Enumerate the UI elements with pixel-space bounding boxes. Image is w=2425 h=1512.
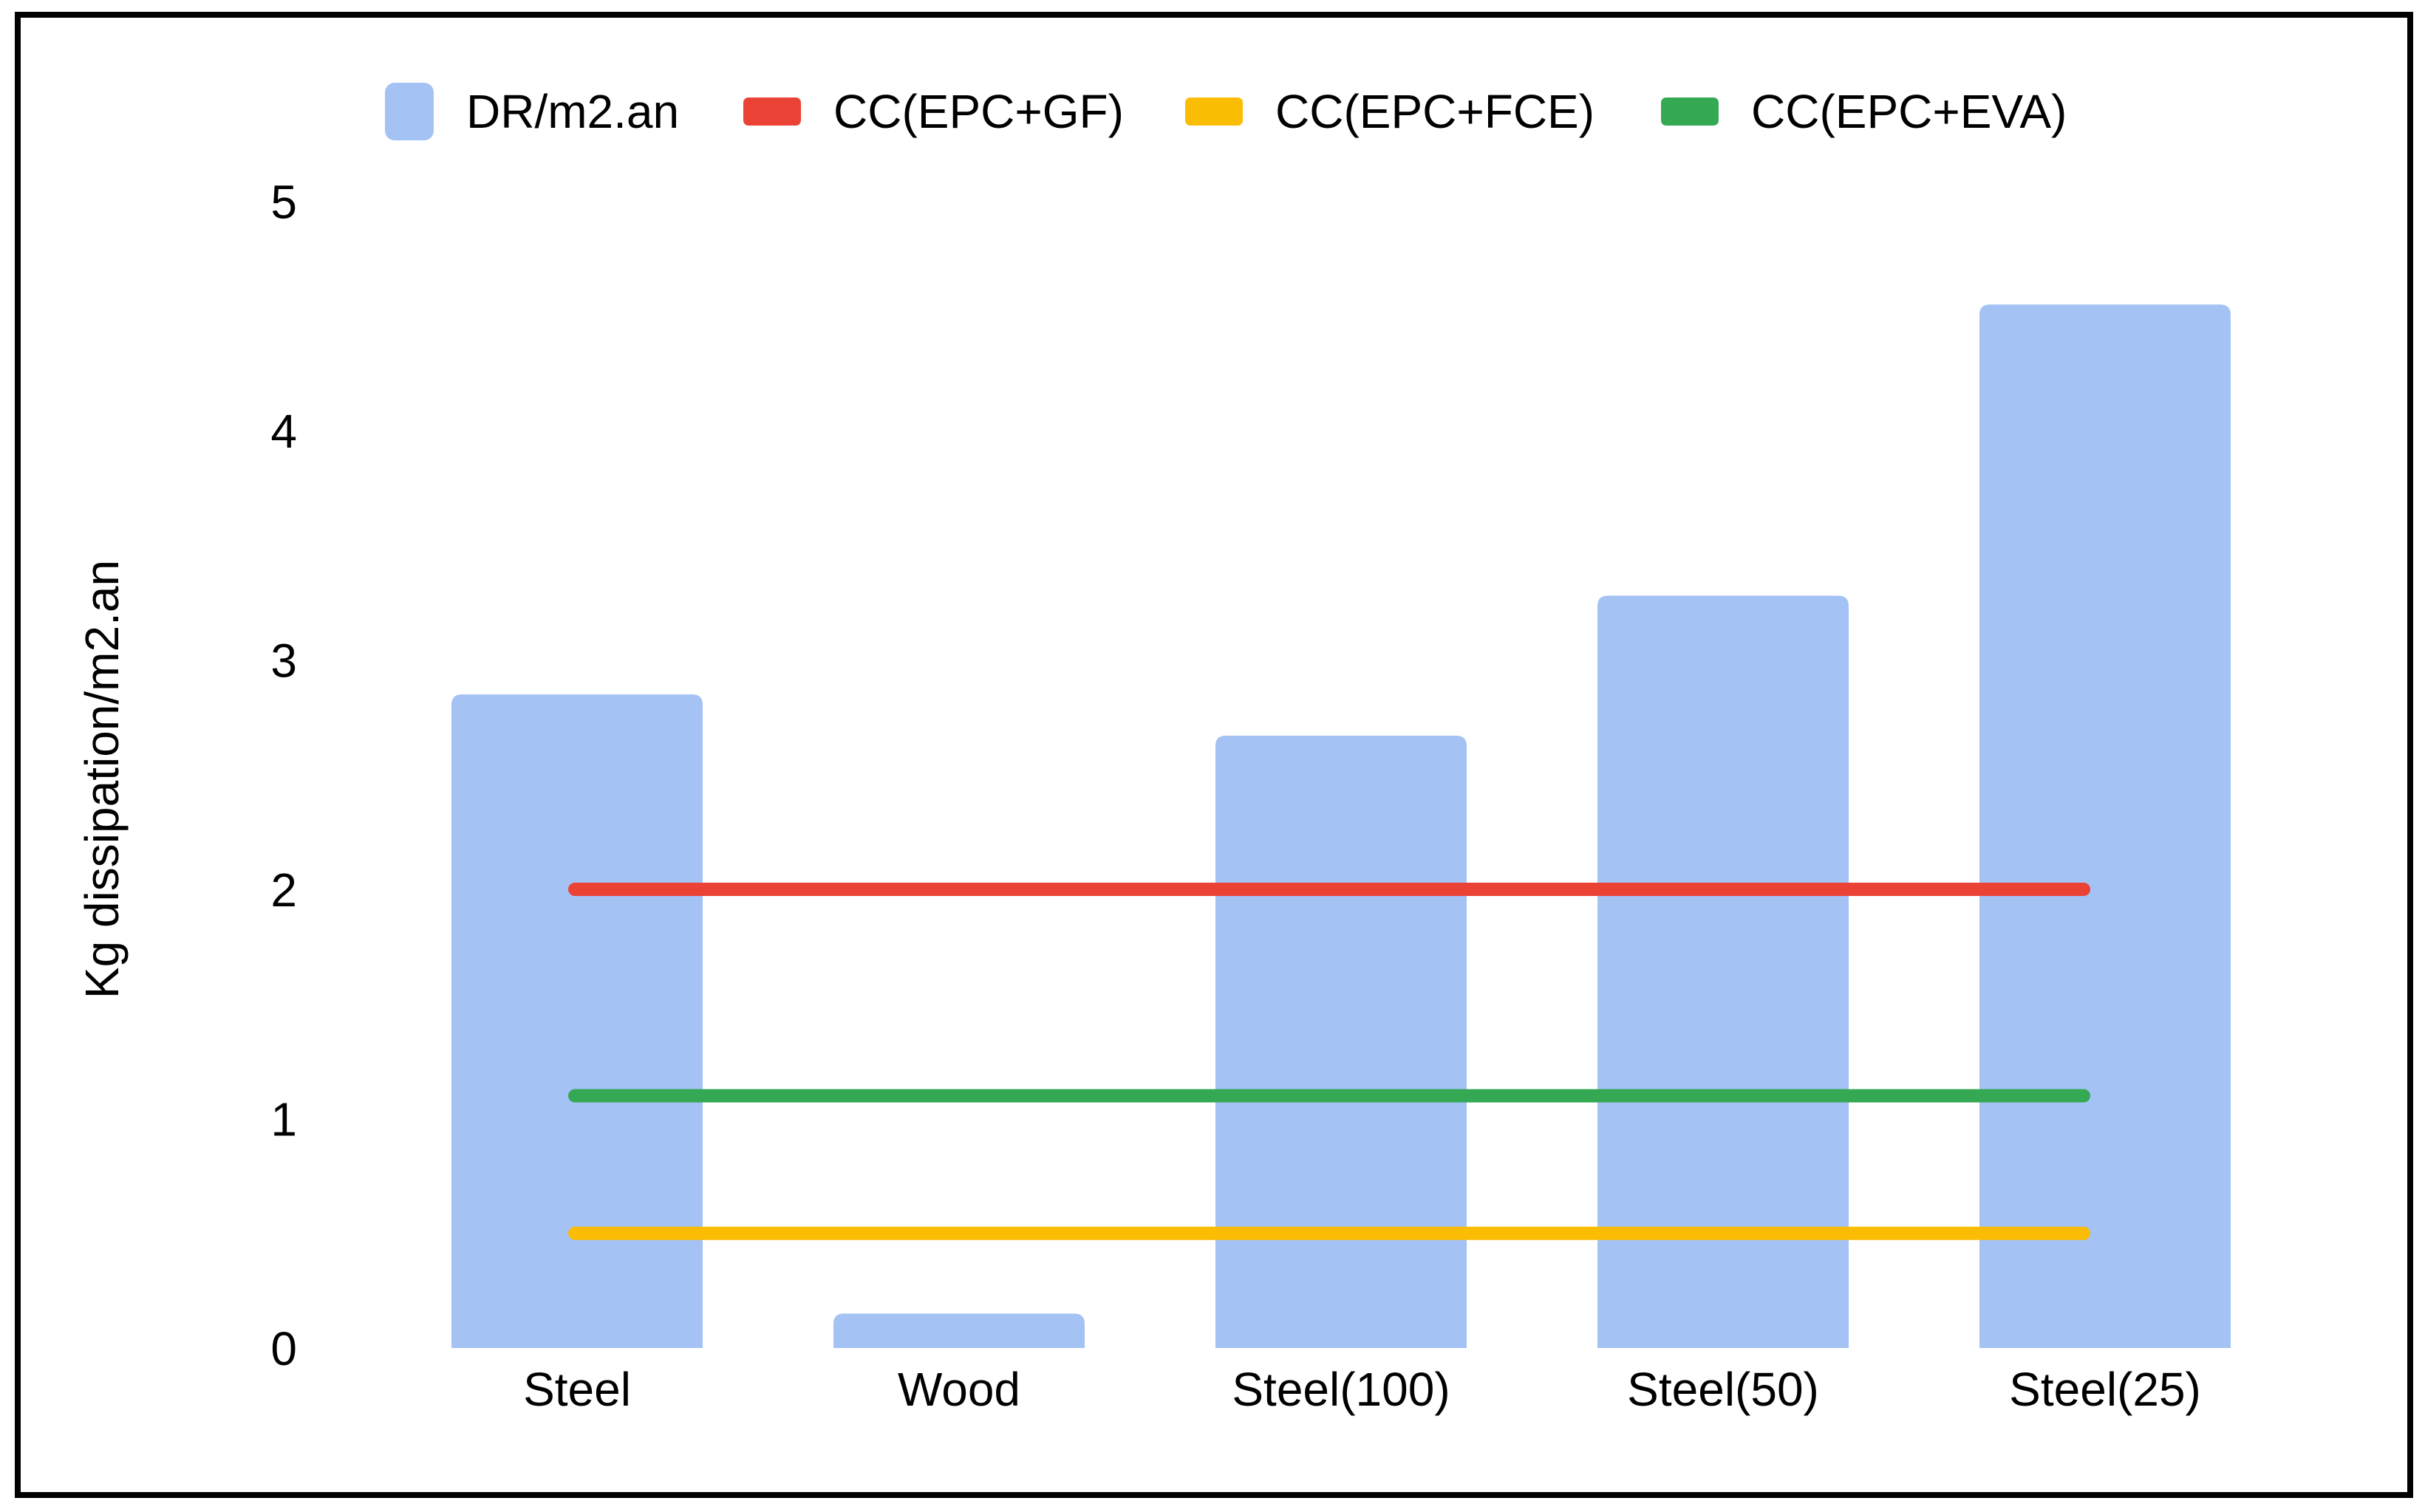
x-category-label: Steel(25)	[2009, 1363, 2201, 1416]
bar-steel-25-	[1979, 304, 2231, 1349]
y-tick-label: 0	[270, 1322, 297, 1375]
x-category-label: Wood	[898, 1363, 1020, 1416]
bar-steel-50-	[1597, 595, 1849, 1348]
bar-steel	[451, 694, 703, 1348]
bar-wood	[833, 1313, 1085, 1348]
y-tick-label: 4	[270, 405, 297, 458]
x-category-label: Steel	[523, 1363, 631, 1416]
bar-steel-100-	[1215, 735, 1467, 1348]
y-tick-label: 3	[270, 634, 297, 688]
y-axis-title: Kg dissipation/m2.an	[75, 560, 129, 999]
x-category-label: Steel(100)	[1232, 1363, 1450, 1416]
y-tick-label: 1	[270, 1093, 297, 1146]
x-category-label: Steel(50)	[1627, 1363, 1819, 1416]
figure-border	[15, 12, 2413, 1498]
y-tick-label: 5	[270, 176, 297, 229]
y-tick-label: 2	[270, 863, 297, 917]
